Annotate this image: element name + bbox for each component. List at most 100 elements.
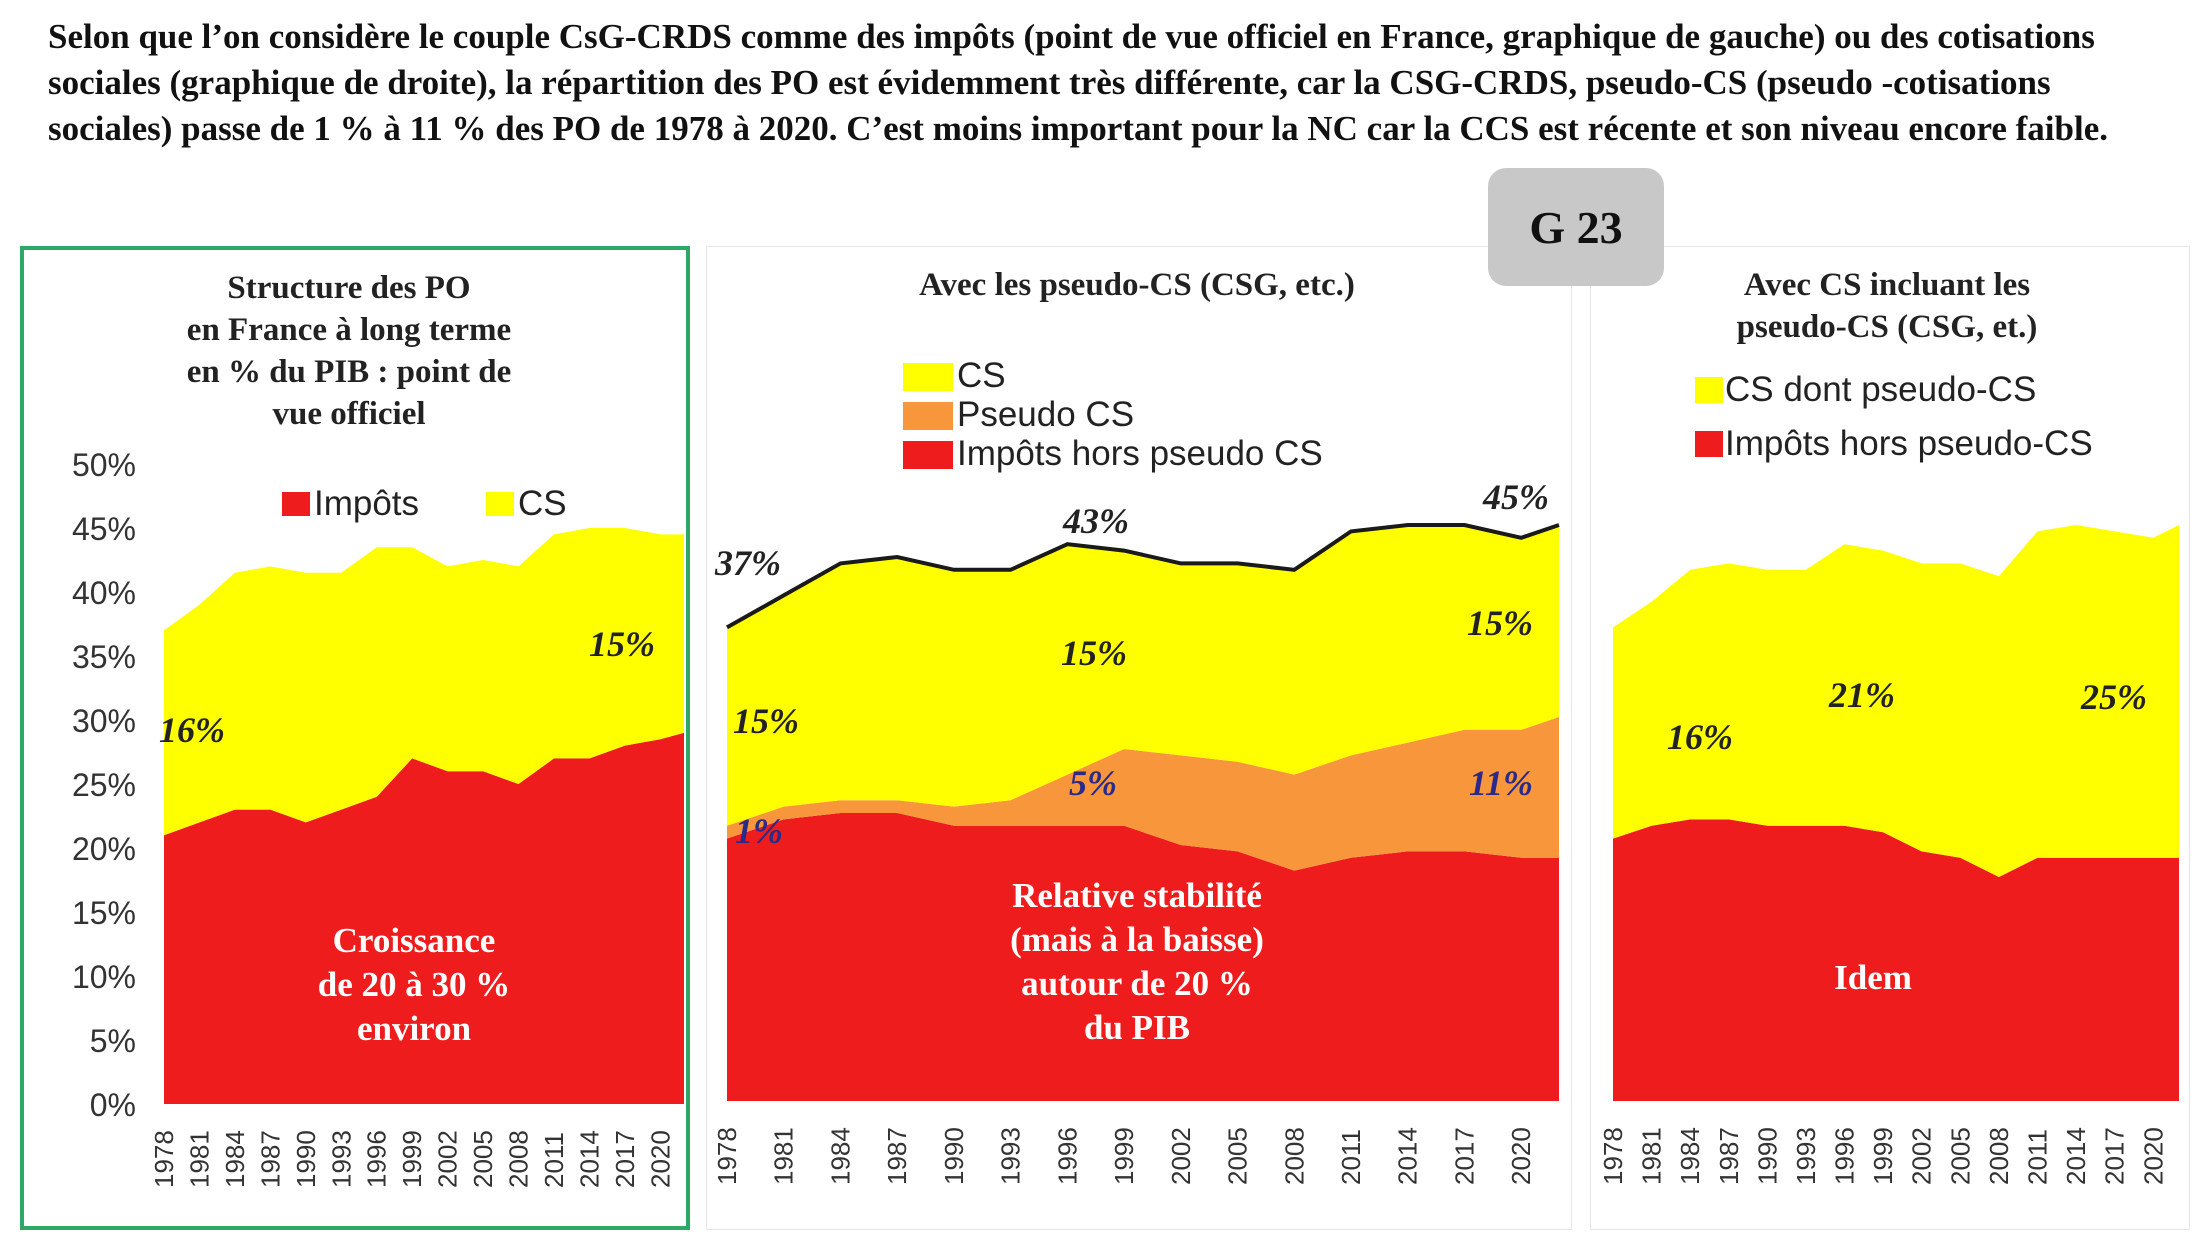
annotation-note-line: Relative stabilité [1012, 876, 1262, 915]
x-tick-label: 1984 [220, 1130, 250, 1188]
annotation-total-2022: 45% [1482, 477, 1549, 517]
total-line [726, 523, 1560, 630]
annotation-note-line: environ [357, 1009, 471, 1048]
annotation-total-1978: 37% [714, 543, 781, 583]
plot-area-official: 1978 1981 1984 1987 1990 1993 1996 1999 2002 2005… [149, 528, 684, 1188]
legend-swatch-impots [282, 492, 310, 516]
annotation-note-line: (mais à la baisse) [1010, 920, 1264, 959]
y-tick-label: 0% [90, 1087, 136, 1123]
x-tick-label: 1999 [397, 1130, 427, 1188]
x-tick-label: 1996 [1052, 1127, 1082, 1185]
x-tick-label: 1978 [712, 1127, 742, 1185]
annotation-pseudo-2022: 11% [1469, 763, 1533, 803]
x-tick-label: 2005 [1945, 1127, 1975, 1185]
x-tick-label: 1993 [326, 1130, 356, 1188]
legend-label-cs: CS [957, 356, 1006, 395]
x-tick-label: 2011 [2023, 1129, 2053, 1185]
x-tick-label: 2008 [1984, 1127, 2014, 1185]
chart-title-line: en France à long terme [187, 312, 511, 348]
legend-swatch-cs-incl [1695, 377, 1723, 403]
x-tick-label: 1981 [1637, 1127, 1667, 1185]
area-series-imp-ts [164, 732, 684, 1104]
area-series-imp-ts-hors-pseudo-cs [1613, 819, 2179, 1101]
x-tick-label: 2020 [2138, 1127, 2168, 1185]
x-tick-label: 2011 [539, 1132, 569, 1188]
x-tick-label: 1987 [255, 1130, 285, 1188]
x-tick-label: 1999 [1868, 1127, 1898, 1185]
chart-official-svg: Structure des PO en France à long terme … [72, 270, 684, 1188]
annotation-cs-1999: 21% [1828, 675, 1895, 715]
chart-panel-official: Structure des PO en France à long terme … [20, 246, 690, 1230]
annotation-cs-1999: 15% [1061, 633, 1127, 673]
x-tick-label: 1999 [1109, 1127, 1139, 1185]
annotation-cs-2020: 15% [589, 624, 655, 664]
annotation-cs-2022: 15% [1467, 603, 1533, 643]
chart-cs-incl-svg: Avec CS incluant les pseudo-CS (CSG, et.… [1598, 267, 2179, 1185]
chart-title-line: en % du PIB : point de [187, 354, 512, 390]
plot-area-cs-incl: 1978 1981 1984 1987 1990 1993 1996 1999 2002 2005… [1598, 525, 2179, 1185]
x-tick-label: 1984 [826, 1127, 856, 1185]
x-tick-label: 2014 [1393, 1127, 1423, 1185]
plot-area-pseudo-cs: 1978 1981 1984 1987 1990 1993 1996 1999 2002 2005… [712, 523, 1560, 1185]
y-tick-label: 20% [72, 831, 136, 867]
legend-swatch-pseudo-cs [903, 402, 953, 430]
area-series-pseudo-cs [727, 717, 1559, 871]
intro-paragraph: Selon que l’on considère le couple CsG-C… [48, 17, 2108, 148]
x-tick-label: 1987 [882, 1127, 912, 1185]
legend-label-cs-incl: CS dont pseudo-CS [1725, 370, 2036, 409]
chart-title-line: Avec CS incluant les [1744, 267, 2030, 303]
y-tick-label: 10% [72, 959, 136, 995]
legend-label-impots-hors: Impôts hors pseudo CS [957, 434, 1323, 473]
x-tick-label: 1978 [1598, 1127, 1628, 1185]
x-tick-label: 1981 [185, 1130, 215, 1188]
area-series-imp-ts-hors-pseudo-cs [727, 813, 1559, 1101]
annotation-cs-1978: 16% [1667, 717, 1733, 757]
y-tick-label: 40% [72, 575, 136, 611]
x-tick-label: 2017 [1450, 1127, 1480, 1185]
legend-label-pseudo-cs: Pseudo CS [957, 395, 1134, 434]
legend-label-impots: Impôts [314, 484, 419, 523]
y-tick-label: 15% [72, 895, 136, 931]
y-tick-label: 5% [90, 1023, 136, 1059]
chart-title-line: Structure des PO [227, 270, 470, 306]
chart-panel-pseudo-cs: Avec les pseudo-CS (CSG, etc.) CS Pseudo… [706, 246, 1572, 1230]
x-tick-label: 2014 [575, 1130, 605, 1188]
annotation-note-line: du PIB [1084, 1008, 1190, 1047]
annotation-note-line: Croissance [333, 921, 496, 960]
annotation-note-line: autour de 20 % [1021, 964, 1253, 1003]
legend-swatch-cs [486, 492, 514, 516]
annotation-cs-2022: 25% [2080, 677, 2147, 717]
x-tick-label: 1993 [996, 1127, 1026, 1185]
x-tick-label: 2017 [610, 1130, 640, 1188]
chart-panel-cs-incl: Avec CS incluant les pseudo-CS (CSG, et.… [1590, 246, 2190, 1230]
x-tick-label: 2002 [1166, 1127, 1196, 1185]
x-tick-label: 1984 [1675, 1127, 1705, 1185]
x-tick-label: 1990 [1752, 1127, 1782, 1185]
annotation-total-1999: 43% [1062, 501, 1129, 541]
x-tick-label: 1996 [362, 1130, 392, 1188]
x-tick-label: 1993 [1791, 1127, 1821, 1185]
annotation-cs-1978: 15% [733, 701, 799, 741]
x-tick-label: 2002 [1907, 1127, 1937, 1185]
x-tick-label: 2005 [468, 1130, 498, 1188]
legend-label-cs: CS [518, 484, 567, 523]
x-tick-label: 1987 [1714, 1127, 1744, 1185]
area-series-cs [727, 525, 1559, 826]
legend-swatch-cs [903, 363, 953, 391]
y-tick-label: 35% [72, 639, 136, 675]
annotation-note-line: Idem [1834, 958, 1912, 997]
x-tick-label: 1990 [291, 1130, 321, 1188]
x-tick-label: 2020 [1506, 1127, 1536, 1185]
x-tick-label: 2008 [504, 1130, 534, 1188]
y-tick-label: 50% [72, 447, 136, 483]
x-tick-label: 2020 [645, 1130, 675, 1188]
x-tick-label: 2017 [2100, 1127, 2130, 1185]
legend-swatch-impots-hors [903, 441, 953, 469]
figure-badge: G 23 [1488, 168, 1664, 286]
x-tick-label: 2008 [1279, 1127, 1309, 1185]
chart-title-line: pseudo-CS (CSG, et.) [1737, 309, 2038, 345]
annotation-pseudo-1999: 5% [1069, 763, 1117, 803]
annotation-cs-1978: 16% [159, 710, 225, 750]
chart-pseudo-cs-svg: Avec les pseudo-CS (CSG, etc.) CS Pseudo… [712, 267, 1560, 1185]
x-tick-label: 2011 [1336, 1129, 1366, 1185]
